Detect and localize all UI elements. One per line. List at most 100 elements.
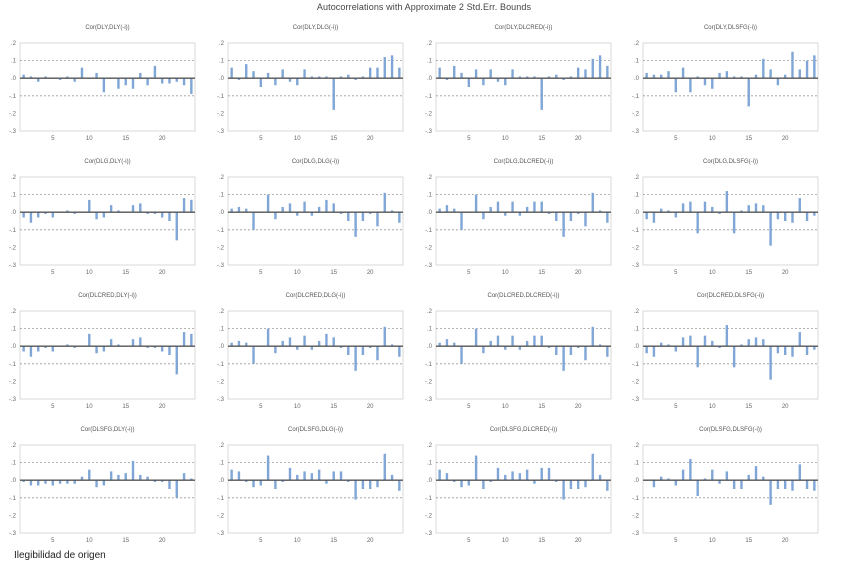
autocorrelation-bar: [606, 480, 609, 491]
panel-title: Cor(DLCRED,DLCRED(-i)): [488, 293, 560, 299]
autocorrelation-bar: [368, 212, 372, 214]
correlogram-panel: Cor(DLSFG,DLCRED(-i)) .2 .1 .0 -.1 -.2 -.3 5 10 1…: [425, 427, 612, 544]
autocorrelation-bar: [453, 208, 456, 213]
y-tick-label: .1: [11, 461, 17, 467]
autocorrelation-bar: [117, 474, 120, 481]
y-tick-label: -.1: [425, 496, 433, 502]
x-tick-label: 10: [709, 136, 716, 142]
autocorrelation-bar: [776, 346, 780, 354]
autocorrelation-bar: [689, 459, 692, 481]
panel-title: Cor(DLG,DLCRED(-i)): [494, 159, 554, 165]
autocorrelation-bar: [51, 480, 55, 486]
autocorrelation-bar: [438, 67, 441, 79]
autocorrelation-bar: [453, 480, 456, 482]
autocorrelation-bar: [95, 480, 98, 488]
autocorrelation-bar: [376, 67, 379, 79]
autocorrelation-bar: [102, 346, 106, 352]
autocorrelation-bar: [453, 342, 456, 347]
autocorrelation-bar: [482, 480, 485, 489]
autocorrelation-bar: [667, 478, 670, 481]
autocorrelation-bar: [398, 67, 401, 79]
autocorrelation-bar: [153, 346, 157, 348]
autocorrelation-bar: [288, 467, 292, 481]
x-tick-label: 15: [122, 270, 129, 276]
correlogram-panel: Cor(DLG,DLG(-i)) .2 .1 .0 -.1 -.2 -.3 5 10 15 20: [217, 159, 404, 276]
autocorrelation-bar: [511, 201, 514, 213]
autocorrelation-bar: [652, 346, 656, 357]
autocorrelation-bar: [783, 480, 787, 489]
source-note: Ilegibilidad de origen: [14, 550, 106, 561]
x-tick-label: 15: [330, 404, 337, 410]
y-tick-label: -.1: [632, 94, 640, 100]
autocorrelation-bar: [652, 212, 656, 223]
x-tick-label: 15: [330, 270, 337, 276]
correlogram-panel: Cor(DLG,DLCRED(-i)) .2 .1 .0 -.1 -.2 -.3 5 10 15 2…: [425, 159, 612, 276]
autocorrelation-bar: [117, 344, 120, 347]
x-tick-label: 5: [467, 136, 471, 142]
x-tick-label: 5: [51, 404, 55, 410]
autocorrelation-bar: [146, 212, 149, 214]
autocorrelation-bar: [22, 212, 25, 218]
autocorrelation-bar: [281, 69, 284, 79]
autocorrelation-bar: [525, 469, 529, 481]
autocorrelation-bar: [58, 480, 62, 484]
autocorrelation-bar: [813, 55, 816, 79]
x-tick-label: 20: [367, 538, 374, 544]
autocorrelation-bar: [798, 198, 801, 213]
x-tick-label: 20: [575, 136, 582, 142]
plot-frame: [19, 310, 196, 400]
autocorrelation-bar: [168, 480, 171, 489]
x-tick-label: 15: [330, 136, 337, 142]
y-tick-label: .2: [634, 175, 640, 181]
autocorrelation-bar: [303, 471, 306, 481]
autocorrelation-bar: [798, 464, 801, 481]
autocorrelation-bar: [769, 346, 772, 380]
autocorrelation-bar: [711, 340, 714, 347]
autocorrelation-bar: [160, 212, 164, 218]
x-tick-label: 5: [467, 270, 471, 276]
autocorrelation-bar: [252, 346, 255, 364]
autocorrelation-bar: [645, 346, 648, 354]
autocorrelation-bar: [252, 71, 255, 79]
autocorrelation-bar: [339, 471, 343, 481]
autocorrelation-bar: [732, 480, 736, 489]
x-tick-label: 20: [367, 270, 374, 276]
panel-title: Cor(DLY,DLY(-i)): [85, 25, 129, 31]
autocorrelation-bar: [555, 212, 558, 221]
autocorrelation-bar: [288, 337, 292, 347]
y-tick-label: -.2: [9, 513, 17, 519]
autocorrelation-bar: [259, 480, 263, 486]
autocorrelation-bar: [376, 346, 379, 361]
y-tick-label: .1: [219, 327, 225, 333]
autocorrelation-bar: [783, 74, 787, 79]
autocorrelation-bar: [102, 212, 106, 218]
x-tick-label: 10: [709, 270, 716, 276]
autocorrelation-bar: [245, 64, 248, 79]
y-tick-label: -.2: [217, 245, 225, 251]
autocorrelation-bar: [131, 78, 135, 89]
autocorrelation-bar: [783, 346, 787, 355]
correlogram-panel: Cor(DLG,DLSFG(-i)) .2 .1 .0 -.1 -.2 -.3 5 10 15 20: [632, 159, 819, 276]
y-tick-label: .0: [427, 344, 433, 350]
autocorrelation-bar: [325, 333, 328, 347]
y-tick-label: -.3: [632, 531, 640, 537]
autocorrelation-bar: [474, 69, 478, 79]
panel-title: Cor(DLCRED,DLY(-i)): [78, 293, 137, 299]
y-tick-label: .0: [634, 210, 640, 216]
autocorrelation-bar: [783, 212, 787, 221]
autocorrelation-bar: [44, 76, 47, 79]
autocorrelation-bar: [667, 71, 670, 79]
autocorrelation-bar: [732, 212, 736, 234]
autocorrelation-bar: [598, 55, 602, 79]
autocorrelation-bar: [252, 212, 255, 230]
autocorrelation-bar: [732, 76, 736, 79]
autocorrelation-bar: [798, 69, 801, 79]
autocorrelation-bar: [791, 51, 794, 79]
autocorrelation-bar: [95, 346, 98, 354]
y-tick-label: -.1: [217, 228, 225, 234]
autocorrelation-bar: [474, 455, 478, 481]
y-tick-label: -.2: [217, 513, 225, 519]
autocorrelation-bar: [584, 480, 587, 488]
autocorrelation-bar: [237, 206, 241, 213]
autocorrelation-bar: [303, 69, 306, 79]
